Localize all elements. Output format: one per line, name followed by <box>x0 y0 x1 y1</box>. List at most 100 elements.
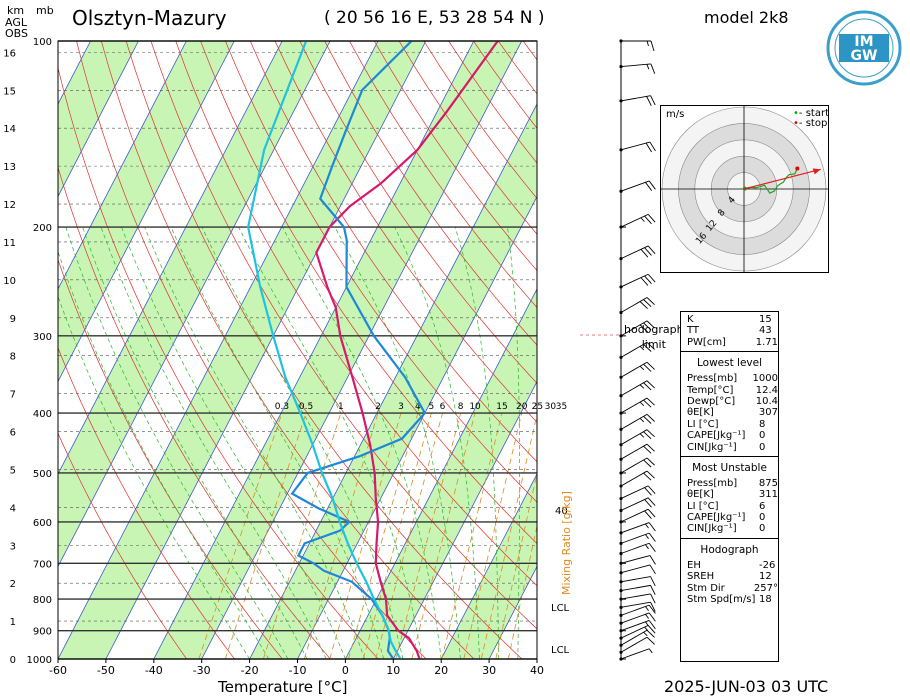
x-tick-label: -10 <box>289 664 307 677</box>
dry-adiabat <box>349 41 537 309</box>
isotherm <box>58 41 187 290</box>
pressure-tick-label: 200 <box>33 223 52 234</box>
pressure-tick-label: 400 <box>33 409 52 420</box>
height-tick-label: 16 <box>3 48 16 59</box>
height-tick-label: 14 <box>3 124 16 135</box>
dry-adiabat <box>249 41 537 463</box>
height-tick-label: 10 <box>3 276 16 287</box>
height-tick-label: 1 <box>10 617 16 628</box>
series-temperature <box>315 41 499 659</box>
mixing-ratio-tick-label: 8 <box>458 402 464 412</box>
x-tick-label: 10 <box>386 664 400 677</box>
index-value: 307 <box>758 407 778 419</box>
series-parcel <box>247 41 402 659</box>
wind-barb <box>619 273 656 289</box>
model-label: model 2k8 <box>704 8 789 27</box>
x-tick-label: -30 <box>193 664 211 677</box>
pressure-tick-label: 700 <box>33 559 52 570</box>
wind-barb <box>619 604 656 617</box>
hodograph-indices-title: Hodograph <box>700 543 759 556</box>
pressure-tick-label: 800 <box>33 595 52 606</box>
wind-barb <box>619 95 656 106</box>
moist-adiabat <box>201 226 404 659</box>
x-tick-label: -20 <box>241 664 259 677</box>
height-tick-label: 2 <box>10 579 16 590</box>
height-tick-label: 12 <box>3 200 16 211</box>
moist-adiabat <box>334 226 461 659</box>
wind-barb <box>619 497 656 513</box>
wind-barb <box>619 443 655 461</box>
dry-adiabat <box>324 41 537 346</box>
dry-adiabat <box>58 258 283 659</box>
series-dewpoint <box>290 41 427 659</box>
index-key: LI [°C] <box>687 418 719 430</box>
moist-adiabat <box>282 226 442 659</box>
mixing-ratio-tick-label: 5 <box>428 402 434 412</box>
isotherm <box>58 41 283 475</box>
wind-barb <box>619 624 656 640</box>
mixing-ratio-tick-label: 35 <box>556 402 567 412</box>
hodograph-stop-point <box>795 166 800 171</box>
wind-barb <box>619 522 656 535</box>
isotherm <box>201 41 523 659</box>
isotherm <box>392 380 537 659</box>
mixing-ratio-line <box>441 412 503 659</box>
height-tick-label: 0 <box>10 655 16 666</box>
storm-motion-arrowhead <box>812 168 821 175</box>
index-row: CIN[Jkg⁻¹] 0 <box>681 442 778 453</box>
wind-barb <box>619 593 656 604</box>
height-tick-label: 5 <box>10 465 16 476</box>
mixing-ratio-tick-label: 1 <box>338 402 344 412</box>
index-row: PW[cm] 1.71 <box>681 337 778 348</box>
chart-series <box>247 41 499 659</box>
temperature-band <box>58 41 426 659</box>
chart-axes: 0123456789101112131415161002003004005006… <box>3 37 544 677</box>
x-tick-label: -50 <box>97 664 115 677</box>
index-key: CIN[Jkg⁻¹] <box>687 441 737 453</box>
dry-adiabat <box>225 41 537 503</box>
index-value: 1.71 <box>755 336 778 348</box>
mixing-ratio-line <box>329 412 402 659</box>
dry-adiabat <box>58 66 379 659</box>
wind-barb <box>619 629 655 647</box>
index-value: 311 <box>758 489 778 501</box>
index-row: θE[K] 307 <box>681 407 778 418</box>
mixing-ratio-tick-label: 20 <box>516 402 528 412</box>
height-tick-label: 4 <box>10 503 16 514</box>
index-row: K 15 <box>681 314 778 325</box>
mixing-ratio-tick-label: 3 <box>398 402 404 412</box>
index-value: 10.4 <box>755 395 778 407</box>
height-tick-label: 7 <box>10 390 16 401</box>
height-tick-label: 3 <box>10 541 16 552</box>
wind-barb <box>619 341 655 359</box>
wind-barb <box>619 297 655 315</box>
x-tick-label: 20 <box>434 664 448 677</box>
indices-general: K 15 TT 43 PW[cm] 1.71 <box>681 312 778 353</box>
index-key: Temp[°C] <box>687 384 734 396</box>
index-value: 875 <box>758 477 778 489</box>
height-tick-label: 6 <box>10 428 16 439</box>
indices-panel: K 15 TT 43 PW[cm] 1.71 Lowest level Press[mb]… <box>680 311 779 662</box>
imgw-logo: IM GW <box>826 10 902 86</box>
wind-barb <box>619 39 655 52</box>
wind-barb <box>619 361 655 379</box>
index-key: LI [°C] <box>687 500 719 512</box>
wind-barb <box>619 63 656 74</box>
dry-adiabat <box>125 41 523 659</box>
index-key: θE[K] <box>687 407 714 419</box>
isotherm <box>440 473 537 659</box>
index-row: θE[K] 311 <box>681 489 778 500</box>
hodograph-ring-label: 8 <box>716 208 728 219</box>
dry-adiabat <box>58 166 331 659</box>
index-row: Dewp[°C] 10.4 <box>681 396 778 407</box>
hodograph-panel: 4 8 12 16 m/s •- start •- stop <box>660 105 829 273</box>
moist-adiabat <box>536 648 537 659</box>
moist-adiabat <box>82 226 308 659</box>
index-value: 0 <box>759 430 766 442</box>
height-tick-label: 11 <box>3 238 16 249</box>
wind-barb <box>619 380 655 398</box>
index-value: 15 <box>759 314 772 325</box>
storm-motion-vector <box>743 168 821 190</box>
wind-barb <box>619 470 655 488</box>
